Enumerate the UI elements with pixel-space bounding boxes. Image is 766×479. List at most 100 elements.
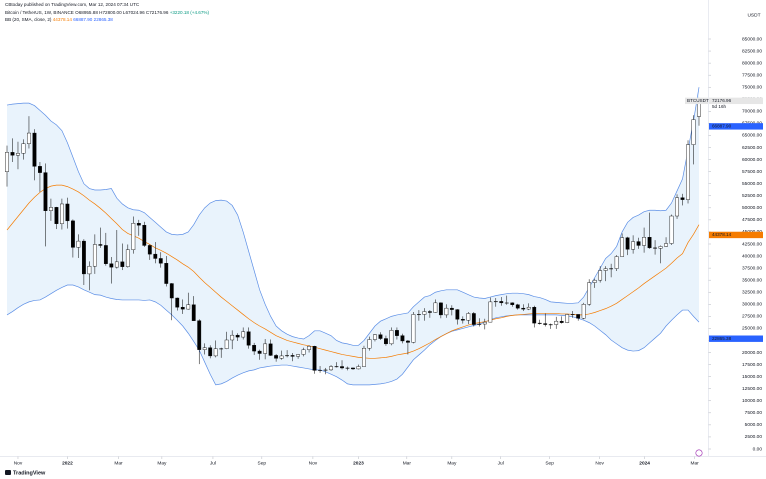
candle-body xyxy=(395,330,399,336)
candle-body xyxy=(16,153,20,156)
candle-body xyxy=(49,207,53,211)
candle-body xyxy=(38,166,42,173)
candle-body xyxy=(554,320,559,325)
candle-body xyxy=(147,245,152,255)
y-tick-label: 47500.00 xyxy=(742,217,762,223)
y-tick-label: 17500.00 xyxy=(742,362,762,368)
y-tick-label: 0.00 xyxy=(753,446,763,452)
candle-body xyxy=(422,311,427,315)
candle-body xyxy=(169,283,174,299)
candle-body xyxy=(389,330,394,345)
y-tick-label: 85000.00 xyxy=(742,36,762,42)
candle-body xyxy=(427,311,432,313)
candle-body xyxy=(581,304,586,319)
candle-body xyxy=(131,223,136,250)
candle-body xyxy=(675,197,679,217)
candle-body xyxy=(691,119,696,145)
candle-body xyxy=(43,172,48,211)
candle-body xyxy=(103,245,108,264)
candle-body xyxy=(488,301,493,323)
y-tick-label: 25000.00 xyxy=(742,326,762,332)
y-tick-label: 32500.00 xyxy=(742,290,762,296)
x-tick-label: Sep xyxy=(545,460,554,466)
candle-body xyxy=(54,207,59,224)
candle-body xyxy=(576,314,581,319)
candle-body xyxy=(114,261,119,268)
candle-body xyxy=(197,320,202,350)
event-icon[interactable] xyxy=(695,449,703,457)
candle-body xyxy=(153,253,158,259)
candle-body xyxy=(625,237,630,250)
candle-body xyxy=(455,309,460,320)
candle-body xyxy=(680,197,685,200)
y-tick-label: 65000.00 xyxy=(742,133,762,139)
candle-body xyxy=(268,343,273,356)
x-tick-label: Mar xyxy=(114,460,123,466)
candle-body xyxy=(312,346,317,371)
candle-body xyxy=(499,301,504,304)
candle-body xyxy=(373,334,377,340)
y-tick-label: 27500.00 xyxy=(742,314,762,320)
candle-body xyxy=(471,313,476,325)
candle-body xyxy=(433,302,438,313)
candle-body xyxy=(180,306,185,310)
candle-body xyxy=(592,279,597,283)
y-tick-label: 12500.00 xyxy=(742,386,762,392)
candle-body xyxy=(208,347,213,357)
y-tick-label: 62500.00 xyxy=(742,145,762,151)
candle-body xyxy=(460,319,465,321)
band-fill xyxy=(7,87,699,385)
indicator-name: BB (20, SMA, close, 2) xyxy=(5,17,52,22)
candle-body xyxy=(669,215,674,244)
x-tick-label: Nov xyxy=(595,460,604,466)
y-tick-label: 70000.00 xyxy=(742,109,762,115)
axes: 0.00 2500.00 5000.00 7500.00 10000.00 12500.0… xyxy=(14,36,763,466)
candle-body xyxy=(559,320,564,323)
candle-body xyxy=(158,258,163,264)
candle-body xyxy=(411,314,416,343)
y-tick-label: 42500.00 xyxy=(742,241,762,247)
candle-body xyxy=(587,282,592,305)
candle-body xyxy=(340,366,344,369)
y-tick-label: 5000.00 xyxy=(745,422,763,428)
candle-body xyxy=(642,237,646,246)
publish-note: CBtoday published on TradingView.com, Ma… xyxy=(5,2,140,7)
price-tag xyxy=(709,231,763,239)
candle-body xyxy=(603,268,608,271)
candle-body xyxy=(5,152,9,172)
candle-body xyxy=(510,302,515,305)
x-tick-label: Jul xyxy=(498,460,504,466)
y-tick-label: 57500.00 xyxy=(742,169,762,175)
y-tick-label: 2500.00 xyxy=(745,434,763,440)
y-tick-label: 7500.00 xyxy=(745,410,763,416)
price-tag xyxy=(709,97,763,105)
candle-body xyxy=(263,343,268,354)
candle-body xyxy=(213,348,218,357)
currency-label: USDT xyxy=(747,12,760,18)
candle-body xyxy=(565,314,570,323)
x-tick-label: Nov xyxy=(14,460,23,466)
y-tick-label: 55000.00 xyxy=(742,181,762,187)
candle-body xyxy=(120,261,125,267)
candle-body xyxy=(274,355,279,359)
candle-body xyxy=(92,244,97,267)
candle-body xyxy=(384,338,388,345)
candle-body xyxy=(543,323,548,325)
x-tick-label: 2023 xyxy=(353,460,364,466)
x-tick-label: Nov xyxy=(309,460,318,466)
x-tick-label: May xyxy=(157,460,167,466)
y-tick-label: 60000.00 xyxy=(742,157,762,163)
candle-body xyxy=(87,265,92,275)
high-text: H72800.00 xyxy=(99,10,122,15)
candle-body xyxy=(32,132,37,167)
indicator-value: 44378.14 xyxy=(53,17,73,22)
candle-body xyxy=(466,313,471,321)
candle-body xyxy=(438,302,443,316)
candle-body xyxy=(142,224,147,246)
y-tick-label: 75000.00 xyxy=(742,85,762,91)
candle-body xyxy=(532,306,537,324)
symbol: Bitcoin / TetherUS, 1W, BINANCE xyxy=(5,10,74,15)
candle-body xyxy=(76,240,81,248)
candle-body xyxy=(235,334,240,338)
